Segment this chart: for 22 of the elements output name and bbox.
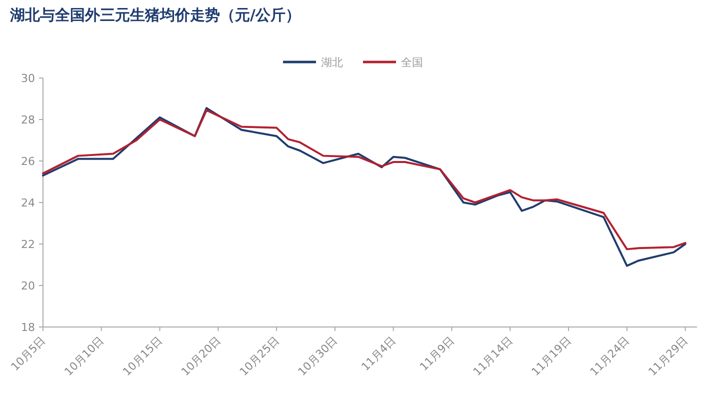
xtick: 11月4日 [358,334,398,374]
xtick: 11月19日 [529,334,574,378]
legend-label: 湖北 [321,56,343,69]
xtick: 10月20日 [178,334,224,378]
xtick: 11月24日 [588,334,632,378]
ytick: 18 [21,321,35,334]
xtick: 11月9日 [417,334,457,374]
xtick: 10月5日 [8,334,48,374]
ytick: 30 [21,72,35,85]
legend-label: 全国 [401,56,423,69]
xtick: 11月29日 [646,334,690,378]
ytick: 28 [21,114,35,126]
ytick: 20 [21,280,35,292]
xtick: 10月15日 [120,334,165,378]
title: 湖北与全国外三元生猪均价走势（元/公斤） [10,6,300,24]
xtick: 10月30日 [296,334,340,378]
xtick: 10月25日 [237,334,282,378]
xtick: 11月14日 [470,334,516,378]
ytick: 26 [21,155,35,168]
ytick: 22 [21,238,35,251]
ytick: 24 [21,196,35,210]
xtick: 10月10日 [62,334,107,378]
